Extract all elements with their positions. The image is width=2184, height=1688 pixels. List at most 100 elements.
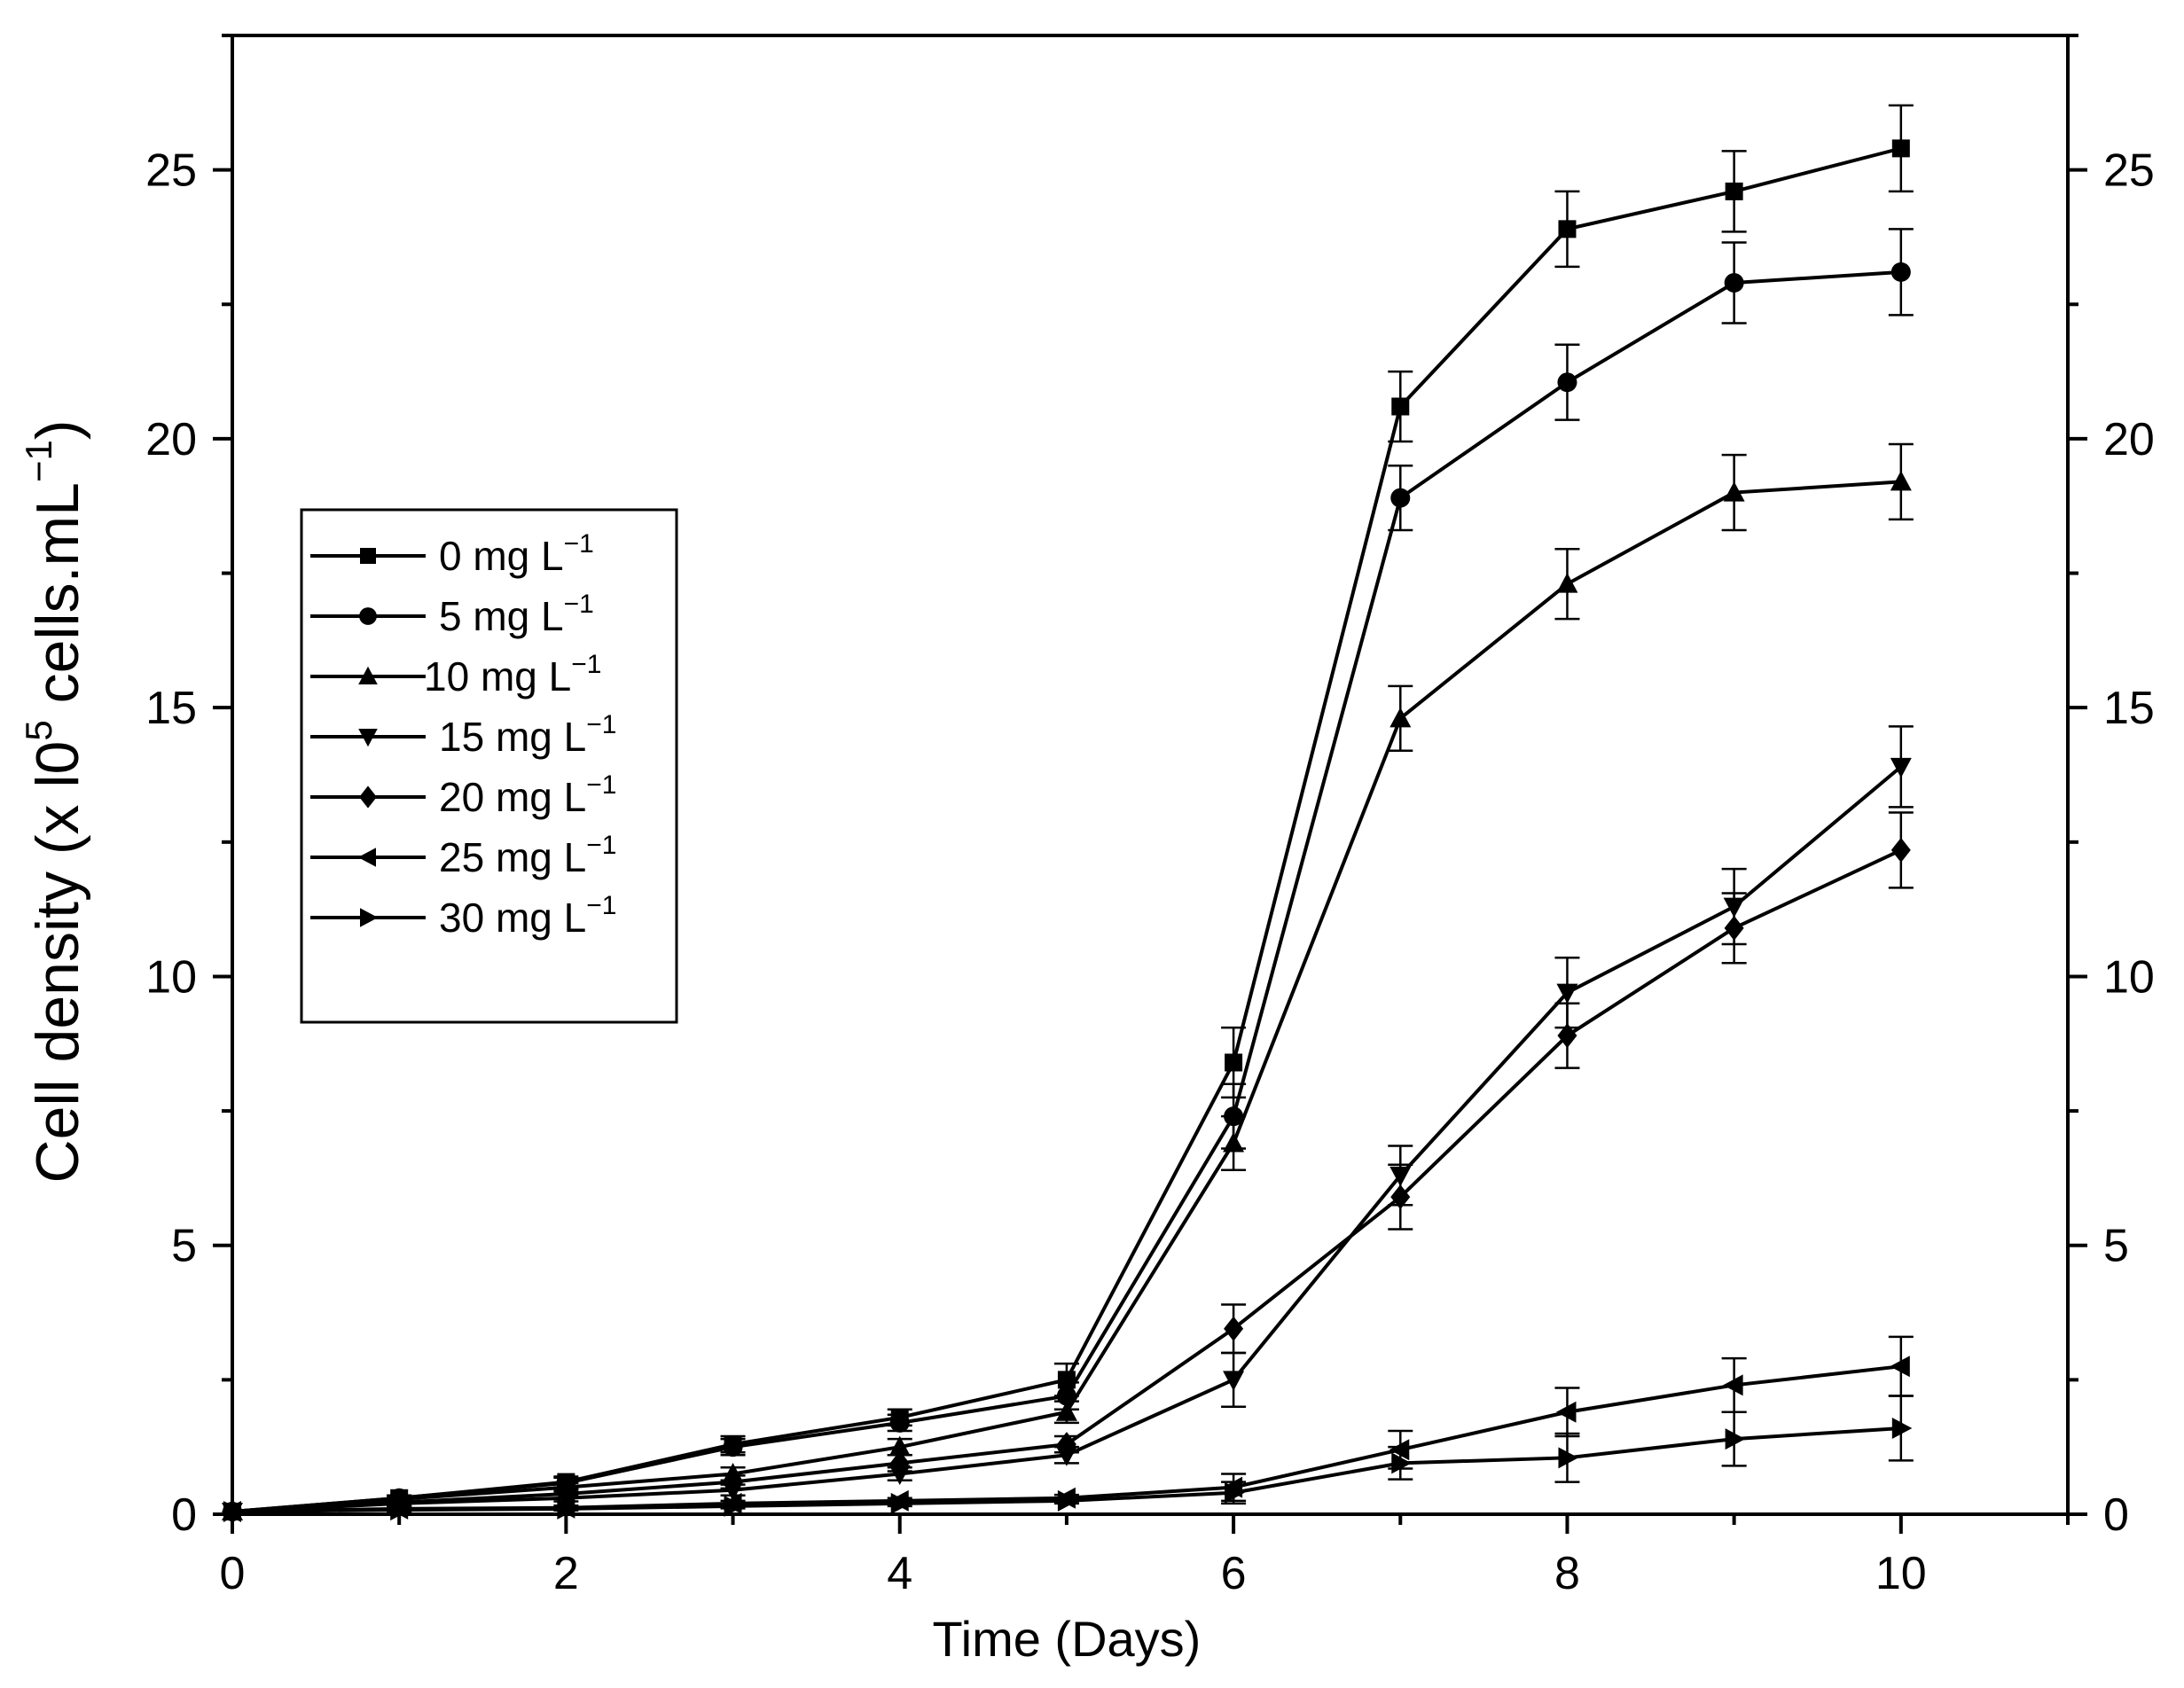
legend-label-exponent: −1 [564, 529, 594, 559]
data-point [1057, 1489, 1078, 1512]
legend-entry: 30 mg L−1 [310, 891, 616, 941]
series-6 [223, 1395, 1914, 1522]
data-point [723, 1437, 743, 1457]
legend: 0 mg L−15 mg L−110 mg L−115 mg L−120 mg … [300, 508, 678, 1024]
legend-marker [360, 908, 379, 927]
legend-label: 10 mg L−1 [424, 650, 601, 699]
y-tick-label: 5 [171, 1221, 197, 1272]
data-point [1055, 1401, 1077, 1421]
legend-label: 30 mg L−1 [439, 891, 616, 941]
data-point [1224, 1316, 1244, 1341]
data-point [889, 1450, 910, 1476]
data-point [890, 1492, 912, 1514]
legend-marker [358, 666, 378, 684]
data-point [1725, 1428, 1746, 1450]
legend-entry: 25 mg L−1 [310, 831, 616, 880]
x-tick-label: 2 [553, 1548, 579, 1599]
data-point [1891, 139, 1910, 158]
legend-marker [357, 848, 376, 867]
x-axis-title: Time (Days) [933, 1611, 1202, 1667]
legend-label-text: 15 mg L [439, 714, 586, 760]
data-point [1891, 1417, 1913, 1439]
x-tick-label: 6 [1221, 1548, 1247, 1599]
data-point [1723, 1374, 1743, 1396]
data-point [1225, 1481, 1245, 1504]
legend-entry: 5 mg L−1 [310, 590, 594, 639]
y-tick-label: 20 [145, 414, 197, 465]
legend-entry: 20 mg L−1 [310, 770, 616, 820]
data-point [1225, 1053, 1243, 1072]
data-point [1890, 837, 1911, 863]
data-point [1723, 481, 1745, 502]
legend-label-text: 10 mg L [424, 653, 571, 699]
data-point [1558, 1447, 1578, 1469]
legend-marker [359, 607, 377, 625]
data-point [390, 1499, 411, 1521]
data-point [1890, 262, 1911, 282]
legend-label-exponent: −1 [586, 831, 616, 860]
series-layer [221, 104, 1914, 1524]
legend-marker [358, 729, 378, 747]
y-right-tick-label: 15 [2103, 683, 2155, 734]
data-point [888, 1435, 911, 1457]
y-right-tick-label: 0 [2103, 1489, 2129, 1541]
y-title-unit-exponent: −1 [18, 440, 59, 482]
x-tick-label: 0 [220, 1548, 246, 1599]
legend-box [300, 508, 678, 1024]
data-point [1558, 220, 1577, 238]
y-right-tick-label: 20 [2103, 414, 2155, 465]
legend-label: 15 mg L−1 [439, 710, 616, 760]
legend-label: 25 mg L−1 [439, 831, 616, 880]
data-point [1056, 1432, 1076, 1457]
legend-label: 20 mg L−1 [439, 770, 616, 820]
legend-label-text: 30 mg L [439, 895, 586, 941]
y-tick-label: 0 [171, 1489, 197, 1541]
data-point [1057, 1371, 1076, 1389]
data-point [557, 1497, 577, 1520]
legend-label-exponent: −1 [586, 891, 616, 920]
legend-label-exponent: −1 [586, 770, 616, 800]
data-point [889, 1412, 910, 1433]
data-point [223, 1500, 244, 1522]
y-title-unit: cells.mL [24, 482, 91, 720]
y-title-main: Cell density (x l0 [24, 741, 91, 1184]
x-tick-label: 4 [887, 1548, 912, 1599]
legend-marker [359, 785, 377, 809]
data-point [1390, 488, 1411, 508]
data-point [1890, 1356, 1910, 1378]
legend-label: 5 mg L−1 [439, 590, 594, 639]
legend-entry: 10 mg L−1 [310, 650, 601, 699]
data-point [1890, 757, 1912, 778]
y-right-tick-label: 5 [2103, 1221, 2129, 1272]
data-point [1391, 1452, 1412, 1474]
y-title-close: ) [24, 419, 91, 440]
y-tick-label: 25 [145, 145, 197, 197]
legend-marker [360, 548, 376, 564]
legend-label-text: 0 mg L [439, 533, 564, 579]
axis-titles: Time (Days)Cell density (x l05 cells.mL−… [18, 419, 1201, 1667]
data-point [724, 1495, 745, 1517]
data-point [723, 1469, 743, 1495]
data-point [1557, 372, 1577, 393]
y-right-tick-label: 25 [2103, 145, 2155, 197]
data-point [1724, 915, 1744, 941]
y-axis-title: Cell density (x l05 cells.mL−1) [18, 419, 91, 1183]
legend-entry: 0 mg L−1 [310, 529, 594, 579]
data-point [1557, 1023, 1577, 1049]
y-right-tick-label: 10 [2103, 951, 2155, 1003]
data-point [1890, 470, 1912, 491]
data-point [1556, 573, 1578, 593]
data-point [1391, 397, 1410, 416]
data-point [1390, 1184, 1411, 1210]
legend-label-exponent: −1 [571, 650, 601, 679]
legend-label-exponent: −1 [564, 590, 594, 619]
legend-label-exponent: −1 [586, 710, 616, 739]
legend-label: 0 mg L−1 [439, 529, 594, 579]
data-point [1556, 983, 1578, 1004]
data-point [1389, 707, 1412, 728]
legend-label-text: 20 mg L [439, 774, 586, 820]
y-tick-label: 10 [145, 951, 197, 1003]
data-point [1223, 1371, 1245, 1391]
